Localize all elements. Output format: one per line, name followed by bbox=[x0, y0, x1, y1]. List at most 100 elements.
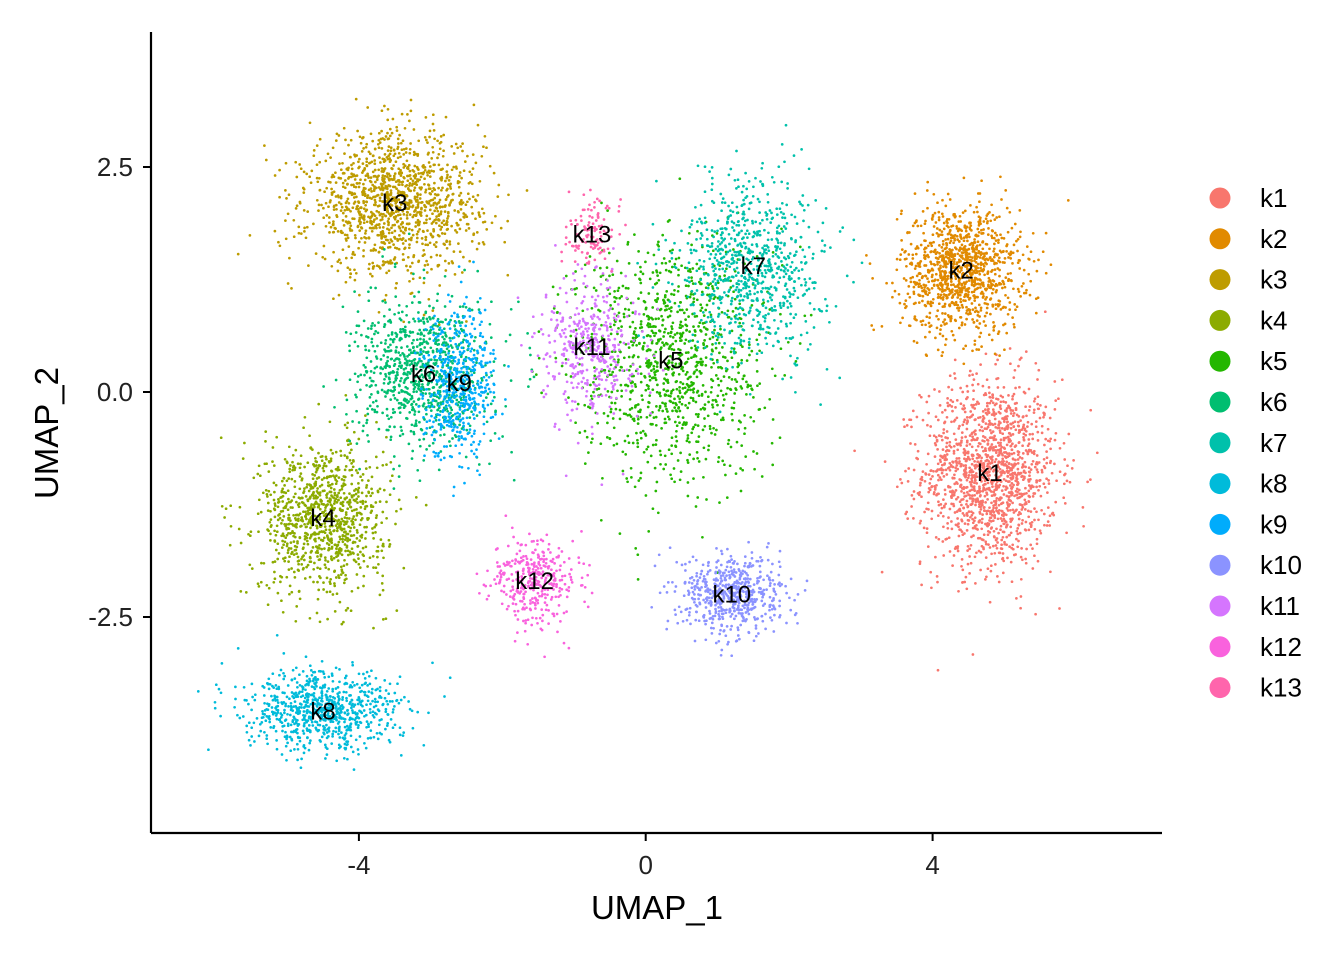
data-point bbox=[989, 259, 993, 262]
data-point bbox=[984, 422, 988, 425]
data-point bbox=[277, 498, 280, 501]
data-point bbox=[937, 434, 941, 437]
data-point bbox=[1049, 437, 1053, 441]
data-point bbox=[334, 181, 338, 184]
data-point bbox=[316, 491, 320, 495]
data-point bbox=[931, 297, 935, 301]
data-point bbox=[963, 295, 966, 299]
data-point bbox=[965, 499, 969, 503]
data-point bbox=[895, 257, 899, 261]
data-point bbox=[957, 427, 961, 430]
data-point bbox=[1062, 441, 1066, 445]
data-point bbox=[327, 216, 331, 219]
data-point bbox=[333, 582, 336, 585]
data-point bbox=[968, 255, 972, 259]
data-point bbox=[948, 304, 952, 308]
data-point bbox=[965, 512, 969, 515]
data-point bbox=[507, 193, 510, 197]
data-point bbox=[972, 389, 975, 393]
data-point bbox=[384, 293, 388, 297]
data-point bbox=[1003, 519, 1007, 523]
data-point bbox=[870, 324, 874, 327]
data-point bbox=[307, 489, 311, 493]
data-point bbox=[228, 543, 232, 547]
data-point bbox=[974, 503, 977, 507]
data-point bbox=[292, 553, 296, 556]
data-point bbox=[986, 533, 990, 537]
data-point bbox=[339, 209, 343, 212]
data-point bbox=[355, 508, 358, 511]
data-point bbox=[948, 198, 952, 201]
data-point bbox=[382, 556, 385, 560]
data-point bbox=[273, 515, 277, 519]
data-point bbox=[438, 224, 441, 228]
data-point bbox=[941, 350, 945, 354]
data-point bbox=[461, 142, 464, 145]
data-point bbox=[1019, 595, 1023, 598]
data-point bbox=[472, 233, 475, 237]
data-point bbox=[1027, 528, 1031, 532]
data-point bbox=[382, 169, 386, 172]
data-point bbox=[1000, 519, 1004, 523]
data-point bbox=[280, 534, 283, 538]
data-point bbox=[345, 239, 348, 242]
data-point bbox=[316, 546, 320, 550]
data-point bbox=[331, 452, 335, 455]
data-point bbox=[405, 159, 409, 163]
data-point bbox=[1029, 525, 1033, 529]
data-point bbox=[964, 435, 967, 439]
data-point bbox=[372, 220, 375, 224]
data-point bbox=[938, 476, 942, 479]
data-point bbox=[1045, 456, 1049, 460]
data-point bbox=[1035, 462, 1039, 465]
data-point bbox=[345, 426, 349, 430]
data-point bbox=[960, 439, 963, 443]
data-point bbox=[983, 488, 987, 492]
data-point bbox=[664, 404, 667, 408]
data-point bbox=[985, 509, 989, 513]
data-point bbox=[308, 484, 312, 487]
data-point bbox=[965, 384, 969, 388]
data-point bbox=[324, 558, 327, 562]
data-point bbox=[347, 201, 351, 205]
data-point bbox=[980, 462, 984, 465]
data-point bbox=[358, 523, 362, 527]
data-point bbox=[1027, 442, 1031, 446]
data-point bbox=[995, 527, 998, 531]
data-point bbox=[1020, 494, 1024, 498]
data-point bbox=[444, 269, 448, 272]
data-point bbox=[1012, 411, 1016, 415]
data-point bbox=[991, 514, 994, 517]
data-point bbox=[985, 523, 989, 527]
data-point bbox=[399, 155, 402, 159]
data-point bbox=[375, 514, 379, 517]
data-point bbox=[468, 170, 472, 174]
data-point bbox=[365, 525, 368, 529]
data-point bbox=[328, 200, 332, 204]
data-point bbox=[1009, 444, 1013, 448]
data-point bbox=[340, 517, 344, 521]
data-point bbox=[405, 217, 409, 220]
data-point bbox=[410, 261, 414, 265]
data-point bbox=[966, 287, 969, 291]
data-point bbox=[964, 249, 968, 252]
data-point bbox=[430, 190, 434, 193]
data-point bbox=[471, 212, 474, 215]
data-point bbox=[926, 423, 929, 427]
data-point bbox=[928, 316, 931, 319]
data-point bbox=[960, 321, 964, 325]
data-point bbox=[900, 248, 904, 251]
data-point bbox=[306, 563, 310, 567]
data-point bbox=[968, 311, 972, 314]
data-point bbox=[330, 545, 334, 549]
data-point bbox=[919, 284, 923, 288]
data-point bbox=[988, 255, 992, 259]
data-point bbox=[972, 294, 976, 297]
data-point bbox=[341, 219, 345, 222]
data-point bbox=[948, 247, 951, 251]
data-point bbox=[436, 193, 440, 197]
data-point bbox=[939, 328, 942, 331]
data-point bbox=[973, 433, 977, 436]
data-point bbox=[997, 551, 1001, 555]
data-point bbox=[935, 483, 938, 487]
